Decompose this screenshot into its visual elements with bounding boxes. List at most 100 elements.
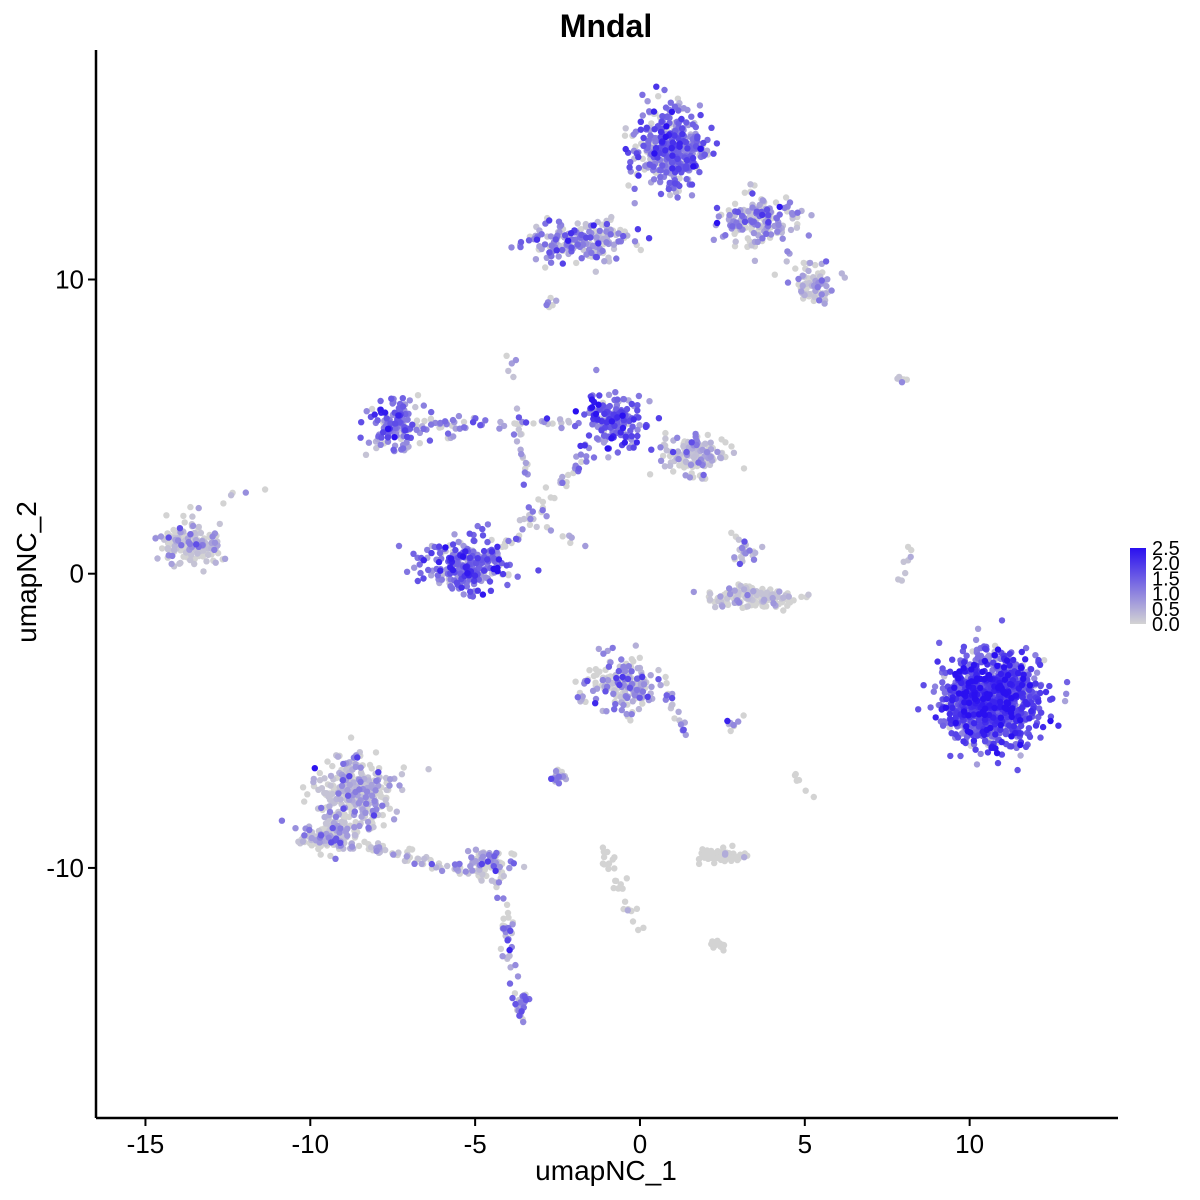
cell-point	[982, 737, 989, 744]
cell-point	[510, 431, 518, 438]
cell-point	[595, 240, 602, 247]
cell-point	[564, 237, 572, 244]
cell-point	[494, 543, 501, 550]
cell-point	[650, 108, 658, 115]
cell-point	[605, 454, 612, 461]
cell-point	[639, 673, 646, 681]
cell-point	[657, 178, 664, 185]
cell-point	[573, 259, 580, 267]
colorbar	[1130, 548, 1146, 624]
cell-point	[484, 858, 491, 865]
cell-point	[628, 668, 635, 675]
cell-point	[814, 284, 821, 291]
cell-point	[462, 548, 469, 555]
cell-point	[403, 433, 411, 440]
cell-point	[1008, 695, 1015, 702]
cell-point	[334, 753, 342, 760]
cell-point	[354, 754, 361, 761]
cell-point	[683, 119, 690, 126]
cell-point	[1017, 664, 1025, 671]
cell-point	[435, 543, 443, 550]
cell-point	[643, 124, 650, 131]
cell-point	[628, 433, 635, 440]
cell-point	[362, 451, 370, 458]
cell-point	[368, 792, 376, 799]
cell-point	[939, 685, 947, 692]
cell-point	[659, 452, 667, 460]
cell-point	[949, 656, 956, 663]
cell-point	[363, 800, 370, 807]
cell-point	[510, 851, 518, 858]
cell-point	[666, 462, 674, 469]
cell-point	[668, 694, 676, 702]
cell-point	[335, 790, 342, 797]
cell-point	[997, 721, 1004, 729]
cell-point	[592, 700, 599, 707]
cell-point	[479, 532, 487, 539]
cell-point	[603, 708, 610, 715]
cell-point	[700, 471, 707, 479]
cell-point	[624, 694, 631, 701]
cell-point	[406, 397, 413, 404]
cell-point	[187, 503, 194, 511]
cell-point	[960, 643, 968, 650]
cell-point	[946, 668, 954, 675]
cell-point	[630, 416, 637, 423]
cell-point	[968, 666, 975, 673]
cell-point	[355, 842, 363, 850]
cell-point	[634, 402, 641, 409]
cell-point	[608, 418, 616, 425]
cell-point	[467, 588, 474, 595]
cell-point	[635, 926, 642, 934]
cell-point	[517, 431, 524, 438]
cell-point	[1061, 697, 1069, 705]
cell-point	[371, 411, 378, 418]
cell-point	[981, 645, 989, 652]
cell-point	[399, 403, 407, 410]
cell-point	[805, 232, 812, 239]
cell-point	[713, 140, 721, 147]
cell-point	[668, 108, 676, 116]
cell-point	[686, 474, 694, 481]
cell-point	[934, 658, 941, 665]
cell-point	[326, 803, 333, 810]
cell-point	[975, 716, 983, 723]
cell-point	[795, 275, 802, 283]
cell-point	[1014, 766, 1021, 774]
cell-point	[400, 764, 407, 771]
cell-point	[393, 808, 400, 815]
cell-point	[474, 555, 481, 562]
cell-point	[670, 468, 677, 475]
cell-point	[358, 419, 365, 426]
cell-point	[449, 566, 457, 574]
cell-point	[399, 445, 407, 452]
cell-point	[994, 684, 1002, 691]
cell-point	[619, 412, 626, 419]
cell-point	[682, 731, 689, 739]
cell-point	[484, 538, 491, 546]
cell-point	[612, 700, 619, 708]
cell-point	[674, 194, 681, 201]
cell-point	[798, 288, 805, 295]
cell-point	[553, 247, 560, 254]
cell-point	[730, 721, 737, 729]
cell-point	[548, 775, 555, 782]
cell-point	[209, 533, 216, 540]
cell-point	[671, 180, 679, 187]
cell-point	[189, 513, 196, 520]
cell-point	[518, 450, 525, 458]
cell-point	[981, 675, 988, 683]
cell-point	[315, 845, 322, 853]
cell-point	[357, 434, 364, 441]
cell-point	[1026, 693, 1034, 701]
cell-point	[484, 521, 492, 528]
cell-point	[158, 545, 166, 552]
cell-point	[479, 591, 487, 598]
cell-point	[774, 228, 781, 235]
cell-point	[930, 688, 937, 695]
cell-point	[747, 181, 754, 188]
cell-point	[1047, 717, 1054, 725]
cell-point	[479, 525, 486, 533]
cell-point	[337, 796, 344, 803]
cell-point	[784, 602, 791, 609]
